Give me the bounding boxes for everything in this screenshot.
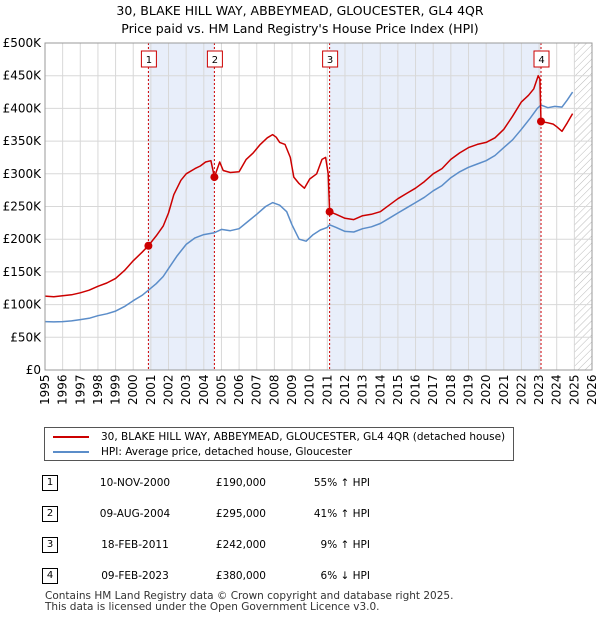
plot-frame [44, 42, 593, 371]
sale-label: 4 [538, 55, 544, 66]
sale-label-box [206, 50, 223, 68]
y-tick-label: £450K [3, 69, 43, 83]
x-tick-label: 2017 [426, 374, 440, 405]
y-tick-label: £50K [10, 330, 42, 344]
sale-label-box [322, 50, 339, 68]
x-tick-label: 2011 [320, 374, 334, 405]
sale-number: 1 [42, 475, 58, 491]
sale-date: 09-AUG-2004 [99, 508, 171, 520]
sale-number: 4 [42, 568, 58, 584]
sale-price: £295,000 [215, 508, 266, 520]
sale-point [210, 173, 219, 182]
y-tick-label: £300K [3, 167, 43, 181]
sale-price: £380,000 [215, 570, 266, 582]
sale-date: 09-FEB-2023 [101, 570, 169, 582]
x-tick-label: 1995 [38, 374, 52, 405]
x-tick-label: 2003 [179, 374, 193, 405]
sale-date: 18-FEB-2011 [101, 539, 169, 551]
x-tick-label: 2020 [479, 374, 493, 405]
sale-hpi-change: 6% ↓ HPI [320, 570, 370, 582]
x-tick-label: 2008 [267, 374, 281, 405]
sale-number: 2 [42, 506, 58, 522]
sale-row: 1 10-NOV-2000 £190,000 55% ↑ HPI [0, 473, 600, 493]
x-tick-label: 2001 [144, 374, 158, 405]
x-tick-label: 2024 [550, 374, 564, 405]
x-tick-label: 2009 [285, 374, 299, 405]
x-tick-label: 2012 [338, 374, 352, 405]
sale-price: £190,000 [215, 477, 266, 489]
sale-row: 2 09-AUG-2004 £295,000 41% ↑ HPI [0, 504, 600, 524]
x-tick-label: 2007 [250, 374, 264, 405]
x-tick-label: 2018 [444, 374, 458, 405]
title-line-1: 30, BLAKE HILL WAY, ABBEYMEAD, GLOUCESTE… [116, 3, 484, 18]
x-tick-label: 1999 [109, 374, 123, 405]
legend-hpi-swatch [53, 451, 89, 453]
sale-hpi-change: 55% ↑ HPI [313, 477, 370, 489]
x-tick-label: 2019 [461, 374, 475, 405]
x-tick-label: 2002 [162, 374, 176, 405]
sale-label: 3 [327, 55, 333, 66]
sale-date: 10-NOV-2000 [99, 477, 171, 489]
y-tick-label: £250K [3, 200, 43, 214]
legend-property: 30, BLAKE HILL WAY, ABBEYMEAD, GLOUCESTE… [53, 430, 505, 444]
x-tick-label: 2013 [356, 374, 370, 405]
sale-label: 2 [212, 55, 218, 66]
legend-hpi: HPI: Average price, detached house, Glou… [53, 445, 352, 459]
y-tick-label: £350K [3, 134, 43, 148]
footer-line-1: Contains HM Land Registry data © Crown c… [45, 590, 454, 602]
y-tick-label: £400K [3, 101, 43, 115]
sale-row: 4 09-FEB-2023 £380,000 6% ↓ HPI [0, 566, 600, 586]
sale-price: £242,000 [215, 539, 266, 551]
footer-attribution: Contains HM Land Registry data © Crown c… [45, 591, 453, 613]
x-tick-label: 2025 [567, 374, 581, 405]
sale-point [144, 241, 153, 250]
title-line-2: Price paid vs. HM Land Registry's House … [121, 21, 479, 36]
x-tick-label: 2026 [585, 374, 599, 405]
x-tick-label: 1998 [91, 374, 105, 405]
x-tick-label: 2006 [232, 374, 246, 405]
x-tick-label: 2023 [532, 374, 546, 405]
x-tick-label: 2005 [214, 374, 228, 405]
sale-label-box [533, 50, 550, 68]
x-tick-label: 2004 [197, 374, 211, 405]
sale-point [537, 117, 546, 126]
x-tick-label: 2021 [497, 374, 511, 405]
x-tick-label: 2014 [373, 374, 387, 405]
legend-property-label: 30, BLAKE HILL WAY, ABBEYMEAD, GLOUCESTE… [101, 431, 506, 443]
legend-property-swatch [53, 436, 89, 438]
sale-number: 3 [42, 537, 58, 553]
y-tick-label: £200K [3, 232, 43, 246]
x-tick-label: 2022 [514, 374, 528, 405]
x-tick-label: 2000 [126, 374, 140, 405]
hpi-line [44, 91, 574, 323]
x-tick-label: 1996 [56, 374, 70, 405]
price-chart: 1 2 3 4 £0 £50K £100K £150K £200K £250K £300K £350… [3, 36, 599, 405]
sale-hpi-change: 41% ↑ HPI [313, 508, 370, 520]
x-tick-label: 2015 [391, 374, 405, 405]
x-tick-label: 1997 [73, 374, 87, 405]
sale-point [325, 207, 334, 216]
property-price-line [44, 74, 574, 298]
y-tick-label: £100K [3, 298, 43, 312]
sale-hpi-change: 9% ↑ HPI [320, 539, 370, 551]
y-tick-label: £0 [26, 363, 41, 377]
y-tick-label: £500K [3, 36, 43, 50]
x-tick-label: 2016 [409, 374, 423, 405]
sale-label: 1 [146, 55, 152, 66]
y-tick-label: £150K [3, 265, 43, 279]
x-tick-label: 2010 [303, 374, 317, 405]
footer-line-2: This data is licensed under the Open Gov… [45, 601, 380, 613]
legend-hpi-label: HPI: Average price, detached house, Glou… [101, 446, 353, 458]
chart-title: 30, BLAKE HILL WAY, ABBEYMEAD, GLOUCESTE… [0, 2, 600, 38]
sale-row: 3 18-FEB-2011 £242,000 9% ↑ HPI [0, 535, 600, 555]
chart-legend: 30, BLAKE HILL WAY, ABBEYMEAD, GLOUCESTE… [44, 427, 514, 461]
sale-label-box [140, 50, 157, 68]
